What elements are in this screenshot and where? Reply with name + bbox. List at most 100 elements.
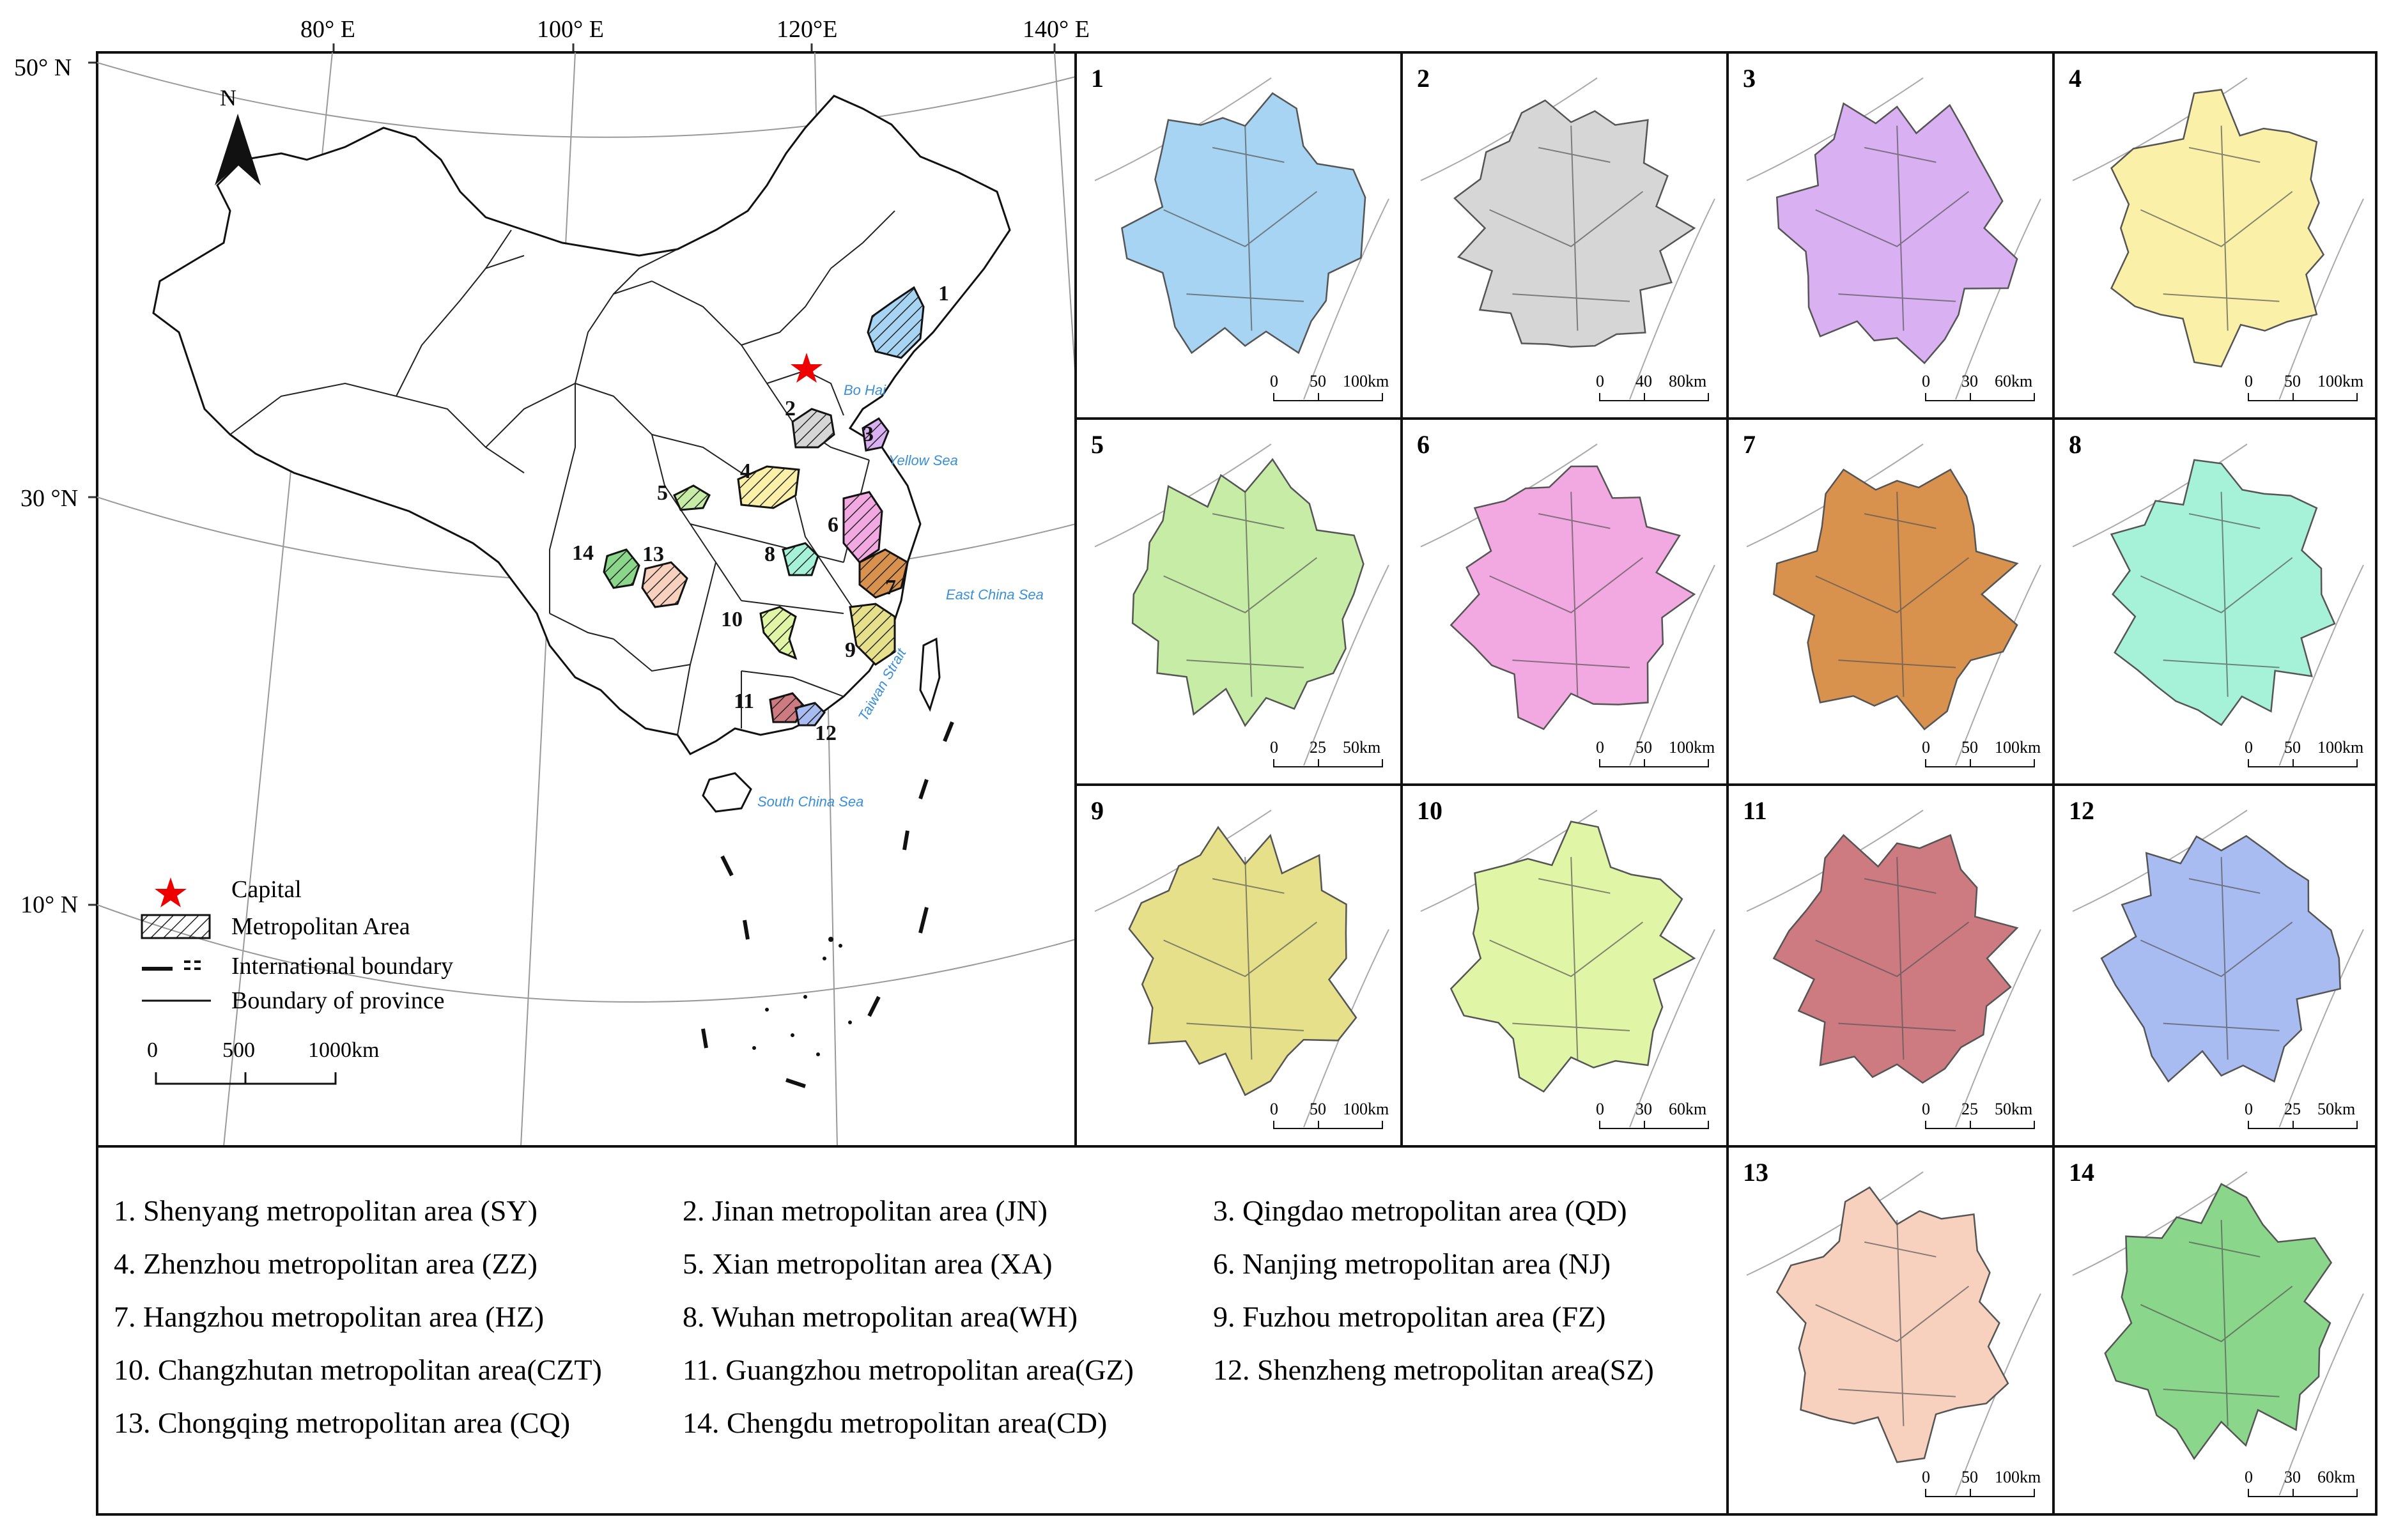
inset-scale-label: 25	[1961, 1100, 1978, 1118]
inset-scale-label: 0	[1922, 1100, 1930, 1118]
inset-scale-bar-8	[2248, 759, 2358, 767]
metro-number-10: 10	[721, 608, 743, 631]
inset-scale-bar-6	[1599, 759, 1709, 767]
china-outline	[152, 95, 1011, 755]
graticule-ticks	[88, 43, 1056, 906]
inset-area-shape-1[interactable]	[1121, 92, 1366, 355]
area-legend-item-1: 1. Shenyang metropolitan area (SY)	[114, 1194, 537, 1227]
inset-scale-label: 30	[1635, 1100, 1652, 1118]
inset-scale-label: 50km	[2317, 1100, 2355, 1118]
metro-number-8: 8	[764, 543, 775, 566]
inset-number-1: 1	[1091, 64, 1104, 93]
area-legend-item-5: 5. Xian metropolitan area (XA)	[683, 1247, 1053, 1280]
lon-label-80: 80° E	[300, 16, 355, 43]
area-legend-item-7: 7. Hangzhou metropolitan area (HZ)	[114, 1300, 544, 1333]
inset-number-3: 3	[1743, 64, 1756, 93]
inset-scale-label: 0	[2245, 372, 2253, 390]
metro-number-6: 6	[828, 513, 839, 537]
inset-scale-label: 50	[2284, 738, 2301, 757]
inset-scale-bar-14	[2248, 1489, 2358, 1497]
inset-scale-label: 50km	[1343, 738, 1380, 757]
metro-hatch-8	[783, 543, 818, 575]
inset-scale-label: 50	[1310, 1100, 1326, 1118]
scs-islets	[752, 937, 852, 1056]
area-legend-item-6: 6. Nanjing metropolitan area (NJ)	[1213, 1247, 1611, 1280]
inset-panel-8: 8 0 50 100km	[2052, 417, 2377, 786]
inset-scale-label: 60km	[2317, 1468, 2355, 1486]
inset-scale-bar-11	[1925, 1121, 2035, 1129]
area-legend-item-2: 2. Jinan metropolitan area (JN)	[683, 1194, 1048, 1227]
metro-hatch-5	[674, 486, 709, 510]
inset-area-shape-7[interactable]	[1773, 468, 2019, 730]
inset-area-shape-4[interactable]	[2110, 89, 2325, 367]
inset-area-shape-13[interactable]	[1775, 1186, 2009, 1463]
inset-number-12: 12	[2069, 796, 2094, 825]
inset-area-shape-3[interactable]	[1775, 102, 2018, 364]
inset-scale-label: 0	[1270, 738, 1278, 757]
inset-scale-label: 50	[1961, 738, 1978, 757]
inset-scale-label: 0	[1270, 1100, 1278, 1118]
metro-number-7: 7	[885, 576, 896, 599]
inset-scale-label: 0	[1922, 1468, 1930, 1486]
inset-scale-bar-13	[1925, 1489, 2035, 1497]
metro-hatch-4	[738, 466, 799, 508]
map-legend: Capital Metropolitan Area International …	[141, 876, 453, 1085]
svg-text:0: 0	[147, 1038, 158, 1062]
metro-number-12: 12	[815, 721, 837, 745]
inset-area-shape-12[interactable]	[2100, 835, 2341, 1083]
inset-area-shape-14[interactable]	[2104, 1183, 2333, 1460]
inset-panel-12: 12 0 25 50km	[2052, 783, 2377, 1148]
inset-area-shape-9[interactable]	[1128, 826, 1357, 1097]
inset-scale-label: 25	[2284, 1100, 2301, 1118]
area-name-legend: 1. Shenyang metropolitan area (SY) 2. Jin…	[96, 1145, 1729, 1516]
inset-panel-3: 30 30 60km	[1726, 51, 2055, 420]
inset-panel-2: 2 0 40 80km	[1400, 51, 1729, 420]
metro-hatch-3	[863, 419, 888, 450]
inset-scale-label: 0	[1922, 738, 1930, 757]
inset-scale-label: 100km	[1669, 738, 1715, 757]
inset-number-9: 9	[1091, 796, 1104, 825]
inset-scale-bar-3	[1925, 393, 2035, 401]
inset-scale-label: 0	[1596, 1100, 1604, 1118]
inset-area-shape-8[interactable]	[2110, 459, 2336, 727]
lon-label-100: 100° E	[537, 16, 604, 43]
legend-metro-label: Metropolitan Area	[231, 913, 410, 940]
metro-hatch-13	[642, 562, 687, 607]
inset-scale-label: 60km	[1995, 372, 2032, 390]
inset-scale-label: 0	[2245, 738, 2253, 757]
taiwan-island	[919, 637, 941, 712]
inset-number-14: 14	[2069, 1158, 2094, 1187]
inset-area-shape-6[interactable]	[1450, 465, 1696, 730]
lon-label-140: 140° E	[1023, 16, 1090, 43]
lat-label-30: 30 °N	[20, 485, 78, 512]
inset-number-11: 11	[1743, 796, 1767, 825]
inset-scale-label: 30	[2284, 1468, 2301, 1486]
inset-area-shape-10[interactable]	[1450, 820, 1696, 1093]
inset-scale-label: 30	[1961, 372, 1978, 390]
legend-capital-star-icon	[155, 877, 187, 907]
metro-hatch-9	[850, 604, 895, 665]
svg-text:1000km: 1000km	[308, 1038, 379, 1062]
sea-label-southchina: South China Sea	[757, 794, 863, 810]
inset-number-4: 4	[2069, 64, 2082, 93]
metro-number-3: 3	[863, 422, 874, 446]
area-legend-item-12: 12. Shenzheng metropolitan area(SZ)	[1213, 1353, 1654, 1386]
inset-scale-label: 0	[2245, 1100, 2253, 1118]
inset-scale-label: 100km	[2317, 738, 2363, 757]
metro-hatch-6	[844, 492, 882, 562]
area-legend-item-4: 4. Zhenzhou metropolitan area (ZZ)	[114, 1247, 537, 1280]
sea-label-yellow: Yellow Sea	[888, 452, 958, 468]
main-map-panel: 80° E 100° E 120°E 140° E 50° N 30 °N 10…	[14, 16, 1090, 1148]
legend-intl-label: International boundary	[231, 953, 453, 980]
legend-capital-label: Capital	[231, 876, 302, 903]
area-legend-item-13: 13. Chongqing metropolitan area (CQ)	[114, 1406, 570, 1439]
inset-panel-9: 9 0 50 100km	[1074, 783, 1403, 1148]
area-legend-item-8: 8. Wuhan metropolitan area(WH)	[683, 1300, 1078, 1333]
metro-number-5: 5	[657, 481, 668, 505]
metro-number-1: 1	[938, 282, 949, 305]
north-arrow-label: N	[220, 85, 236, 111]
inset-panel-4: 4 0 50 100km	[2052, 51, 2377, 420]
inset-area-shape-11[interactable]	[1772, 834, 2019, 1084]
